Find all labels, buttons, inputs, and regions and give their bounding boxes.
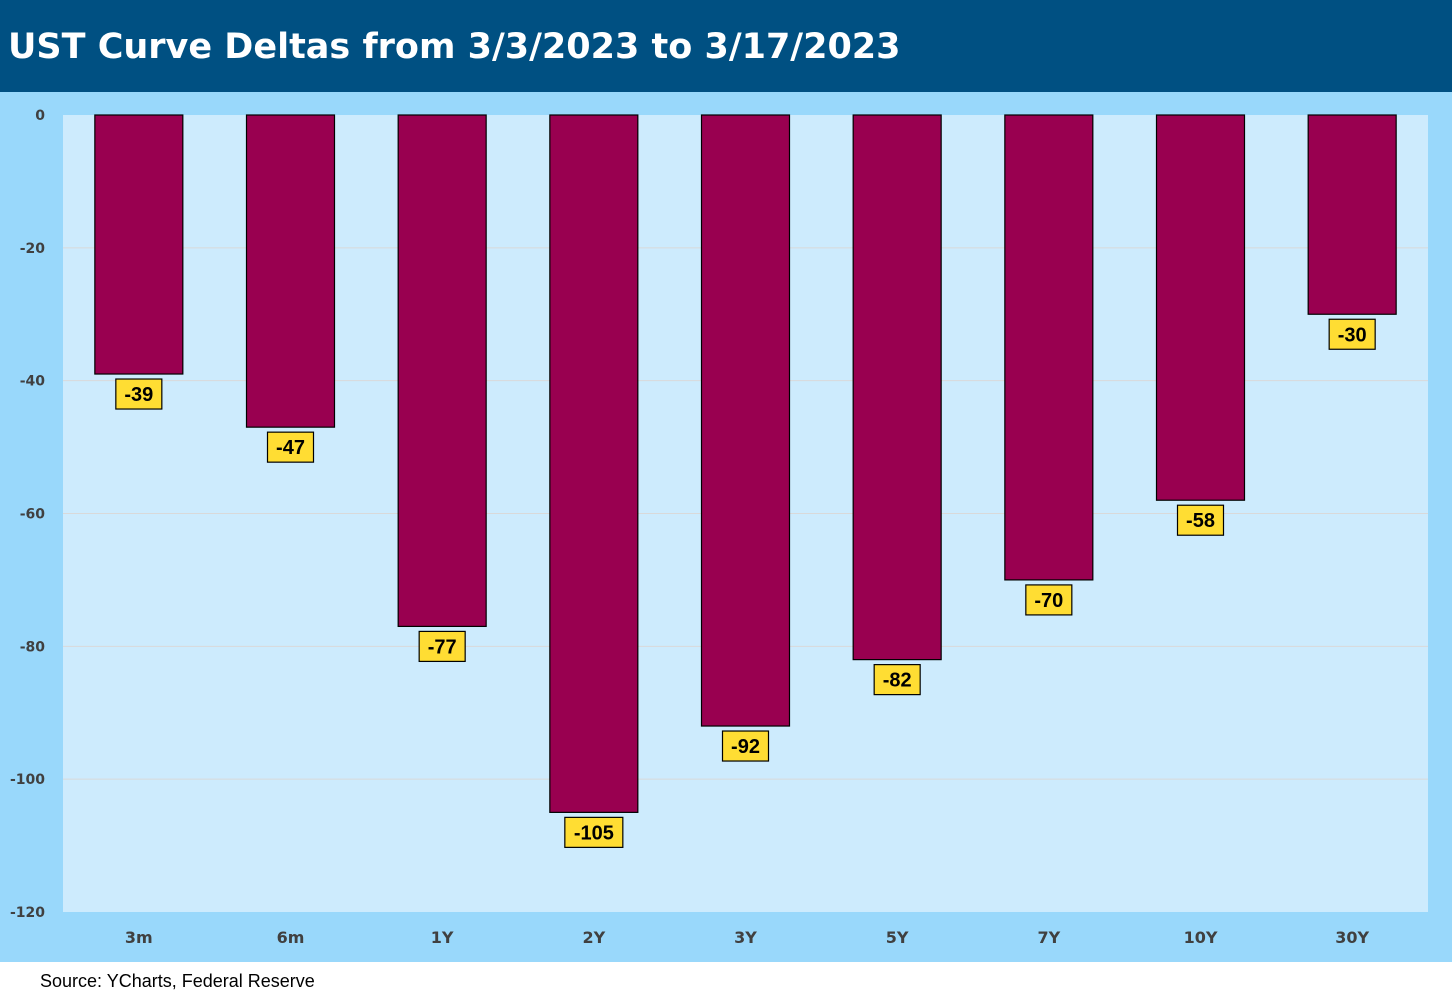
bar [1307, 114, 1397, 315]
chart-title: UST Curve Deltas from 3/3/2023 to 3/17/2… [8, 27, 901, 67]
data-label: -77 [428, 636, 457, 658]
data-label-box [1176, 504, 1225, 536]
bar [1004, 114, 1094, 581]
bar [94, 114, 184, 375]
x-tick-label: 30Y [1335, 928, 1369, 947]
y-tick-label: -80 [20, 639, 46, 655]
data-label: -39 [124, 384, 153, 406]
data-label-box [564, 816, 624, 848]
x-tick-label: 1Y [431, 928, 454, 947]
data-label-box [721, 730, 770, 762]
data-label: -92 [731, 736, 760, 758]
bar [397, 114, 487, 628]
y-tick-label: -120 [10, 905, 45, 921]
chart-area: 0 -20 -40 -60 -80 -100 -120 -39 3m -47 6m -77 1Y -105… [0, 92, 1452, 962]
x-tick-label: 3m [125, 928, 153, 947]
data-label-box [115, 378, 163, 410]
y-tick-label: -60 [20, 507, 46, 523]
data-label: -82 [883, 670, 912, 692]
bar [700, 114, 791, 727]
x-tick-label: 2Y [582, 928, 605, 947]
data-label: -70 [1034, 590, 1063, 612]
data-label-box [266, 431, 315, 463]
source-note: Source: YCharts, Federal Reserve [40, 971, 315, 991]
data-label-box [418, 630, 466, 663]
bar [245, 114, 336, 428]
bar [852, 114, 942, 661]
bar-chart: 0 -20 -40 -60 -80 -100 -120 -39 3m -47 6m -77 1Y -105… [10, 108, 1428, 947]
title-banner: UST Curve Deltas from 3/3/2023 to 3/17/2… [0, 0, 1452, 92]
data-label: -30 [1338, 324, 1367, 346]
x-tick-label: 10Y [1184, 928, 1218, 947]
y-tick-label: -100 [10, 772, 45, 788]
x-tick-label: 3Y [734, 928, 757, 947]
data-label-box [1025, 584, 1073, 616]
y-tick-label: -20 [20, 241, 46, 257]
bar [549, 114, 639, 813]
x-tick-label: 7Y [1037, 928, 1060, 947]
data-label-box [1328, 318, 1376, 350]
x-tick-label: 6m [277, 928, 305, 947]
x-tick-label: 5Y [886, 928, 909, 947]
y-tick-label: -40 [20, 374, 46, 390]
footer: Source: YCharts, Federal Reserve [0, 962, 1452, 1000]
data-label-box [873, 664, 921, 696]
data-label: -47 [276, 437, 305, 459]
y-tick-label: 0 [35, 108, 45, 124]
data-label: -58 [1186, 510, 1215, 532]
data-label: -105 [574, 822, 614, 844]
bar [1155, 114, 1246, 501]
